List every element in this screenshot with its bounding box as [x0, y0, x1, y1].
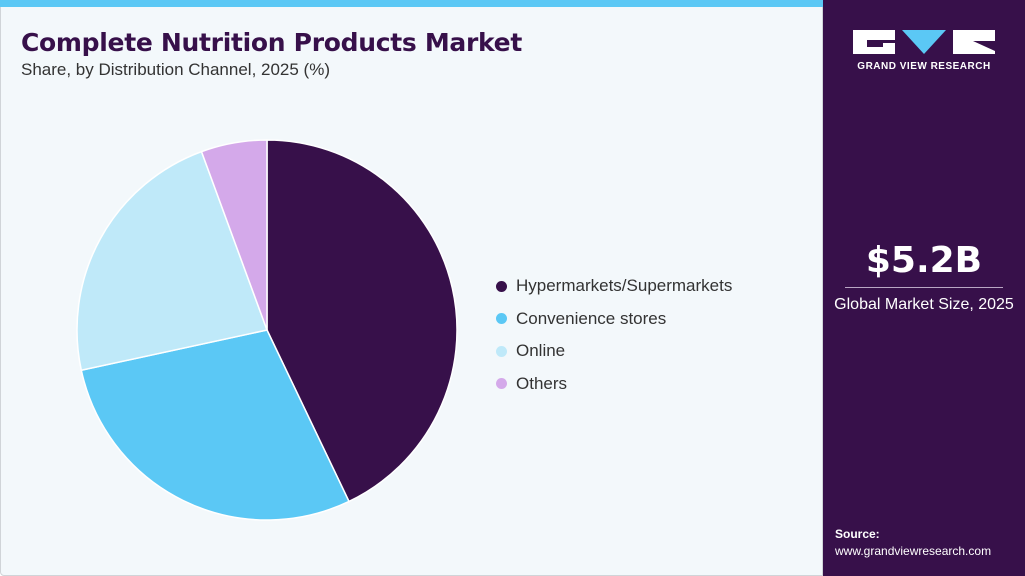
legend: Hypermarkets/Supermarkets Convenience sto…	[496, 270, 732, 400]
legend-label: Convenience stores	[516, 308, 667, 328]
accent-bar	[0, 0, 823, 7]
legend-marker	[496, 345, 507, 357]
market-size-value: $5.2B	[865, 240, 983, 281]
grand-view-research-logo: GRAND VIEW RESEARCH	[853, 27, 995, 72]
chart-title: Complete Nutrition Products Market	[21, 28, 522, 57]
legend-label: Hypermarkets/Supermarkets	[516, 276, 733, 296]
legend-label: Others	[516, 373, 568, 393]
market-size-label: Global Market Size, 2025	[834, 296, 1014, 313]
logo-text: GRAND VIEW RESEARCH	[857, 61, 991, 72]
legend-item: Others	[496, 368, 732, 401]
legend-label: Online	[516, 341, 566, 361]
pie-slice-convenience-stores	[80, 329, 350, 521]
gvr-logo-icon	[853, 30, 995, 54]
pie-slice-online	[76, 150, 269, 372]
source-link[interactable]: www.grandviewresearch.com	[835, 544, 992, 558]
legend-item: Online	[496, 335, 732, 368]
legend-marker	[496, 378, 507, 390]
divider	[845, 287, 1003, 288]
sidebar: GRAND VIEW RESEARCH $5.2B Global Market …	[823, 0, 1025, 576]
legend-marker	[496, 313, 507, 325]
pie-chart	[76, 139, 458, 521]
chart-subtitle: Share, by Distribution Channel, 2025 (%)	[21, 60, 330, 79]
legend-item: Hypermarkets/Supermarkets	[496, 270, 732, 303]
source-label: Source:	[835, 527, 880, 541]
legend-marker	[496, 280, 507, 292]
pie-slice-others	[200, 139, 268, 331]
pie-slice-hypermarkets-supermarkets	[266, 139, 458, 503]
legend-item: Convenience stores	[496, 303, 732, 336]
source: Source: www.grandviewresearch.com	[835, 526, 991, 560]
